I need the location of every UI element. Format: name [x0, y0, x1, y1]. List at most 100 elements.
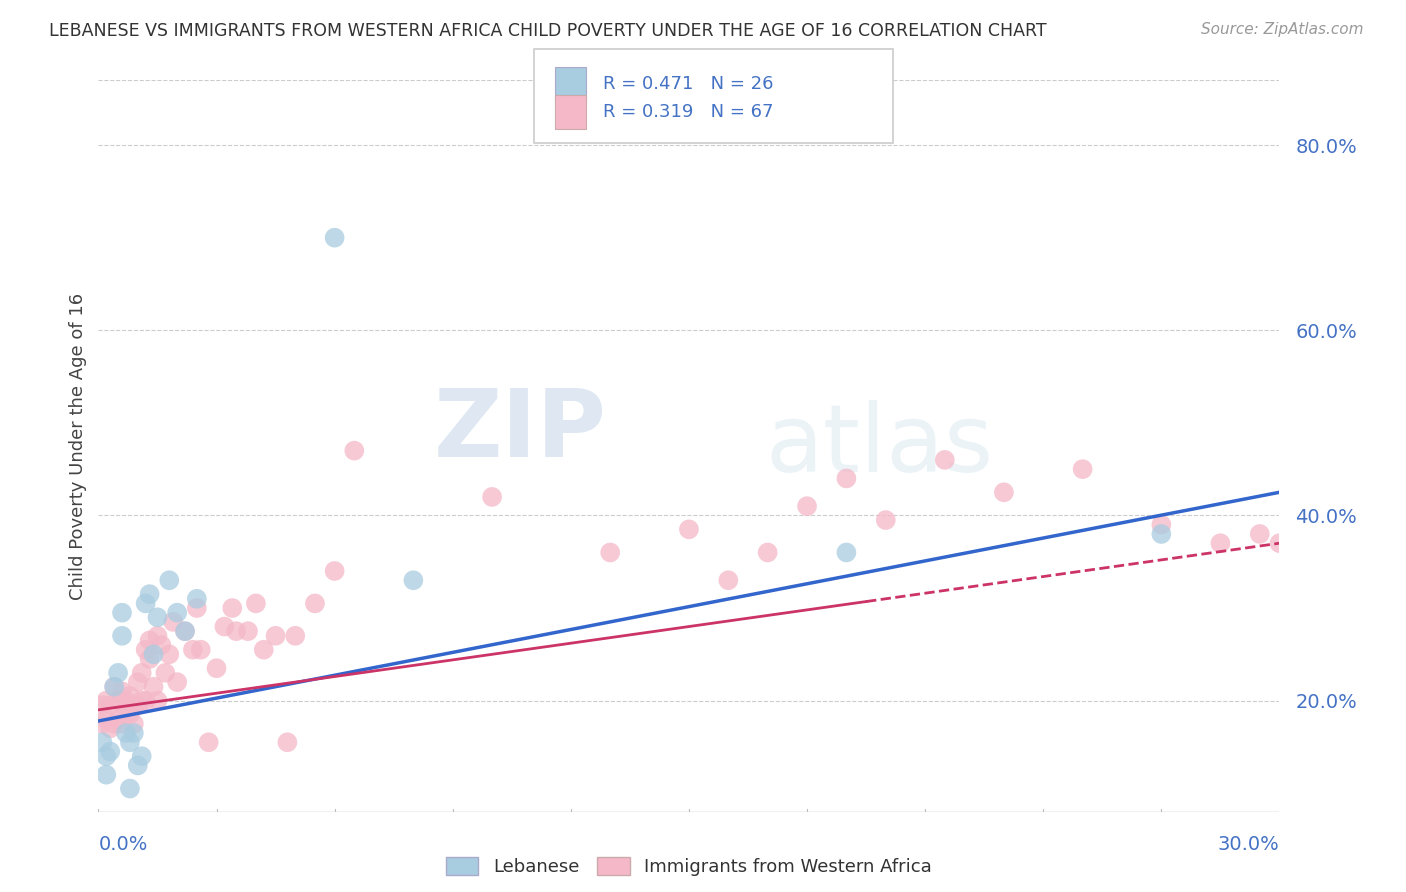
Point [835, 471, 858, 485]
Point [96, 767, 118, 781]
Point [98, 745, 121, 759]
Point [103, 680, 125, 694]
Point [142, 680, 165, 694]
Point [118, 781, 141, 796]
Point [115, 703, 138, 717]
Text: R = 0.471   N = 26: R = 0.471 N = 26 [603, 75, 773, 93]
Point [796, 499, 818, 513]
Point [115, 693, 138, 707]
Point [157, 574, 180, 588]
Point [96, 693, 118, 707]
Point [127, 675, 149, 690]
Point [1209, 536, 1232, 550]
Point [131, 693, 153, 707]
Point [174, 624, 197, 639]
Y-axis label: Child Poverty Under the Age of 16: Child Poverty Under the Age of 16 [69, 293, 87, 599]
Point [323, 230, 346, 244]
Point [197, 735, 219, 749]
Point [98, 722, 121, 736]
Text: R = 0.319   N = 67: R = 0.319 N = 67 [603, 103, 773, 121]
Point [245, 596, 267, 610]
Point [111, 606, 134, 620]
Point [304, 596, 326, 610]
Point [835, 545, 858, 559]
Point [166, 606, 188, 620]
Point [122, 726, 145, 740]
Text: LEBANESE VS IMMIGRANTS FROM WESTERN AFRICA CHILD POVERTY UNDER THE AGE OF 16 COR: LEBANESE VS IMMIGRANTS FROM WESTERN AFRI… [49, 22, 1047, 40]
Text: 30.0%: 30.0% [1218, 835, 1279, 854]
Point [264, 629, 287, 643]
Point [91, 716, 114, 731]
Point [214, 619, 236, 633]
Point [678, 522, 700, 536]
Point [96, 712, 118, 726]
Point [186, 591, 208, 606]
Point [111, 629, 134, 643]
Point [205, 661, 228, 675]
Point [103, 680, 125, 694]
Point [284, 629, 307, 643]
Point [599, 545, 621, 559]
Point [146, 610, 169, 624]
Point [135, 596, 157, 610]
Point [1268, 536, 1291, 550]
Point [343, 443, 366, 458]
Point [118, 689, 141, 703]
Point [166, 675, 188, 690]
Point [138, 652, 160, 666]
Point [122, 698, 145, 713]
Text: atlas: atlas [766, 400, 994, 492]
Point [181, 642, 204, 657]
Point [103, 716, 125, 731]
Point [253, 642, 276, 657]
Point [135, 642, 157, 657]
Point [186, 601, 208, 615]
Point [993, 485, 1015, 500]
Point [138, 587, 160, 601]
Point [875, 513, 897, 527]
Point [190, 642, 212, 657]
Point [157, 648, 180, 662]
Text: ZIP: ZIP [433, 385, 606, 477]
Point [155, 665, 177, 680]
Point [107, 712, 129, 726]
Point [146, 693, 169, 707]
Point [150, 638, 173, 652]
Point [323, 564, 346, 578]
Point [127, 698, 149, 713]
Point [1249, 527, 1271, 541]
Point [221, 601, 243, 615]
Point [225, 624, 247, 639]
Point [111, 684, 134, 698]
Point [107, 665, 129, 680]
Point [111, 716, 134, 731]
Point [131, 749, 153, 764]
Point [91, 735, 114, 749]
Point [98, 698, 121, 713]
Text: 0.0%: 0.0% [98, 835, 148, 854]
Point [174, 624, 197, 639]
Point [1150, 527, 1173, 541]
Point [107, 693, 129, 707]
Point [1150, 517, 1173, 532]
Point [934, 453, 956, 467]
Point [127, 758, 149, 772]
Legend: Lebanese, Immigrants from Western Africa: Lebanese, Immigrants from Western Africa [439, 849, 939, 883]
Point [122, 716, 145, 731]
Point [756, 545, 779, 559]
Point [115, 726, 138, 740]
Point [135, 693, 157, 707]
Point [146, 629, 169, 643]
Point [138, 633, 160, 648]
Point [481, 490, 503, 504]
Point [91, 698, 114, 713]
Point [118, 735, 141, 749]
Point [402, 574, 425, 588]
Point [276, 735, 298, 749]
Point [236, 624, 259, 639]
Point [118, 707, 141, 722]
Point [162, 615, 184, 629]
Text: Source: ZipAtlas.com: Source: ZipAtlas.com [1201, 22, 1364, 37]
Point [142, 648, 165, 662]
Point [717, 574, 740, 588]
